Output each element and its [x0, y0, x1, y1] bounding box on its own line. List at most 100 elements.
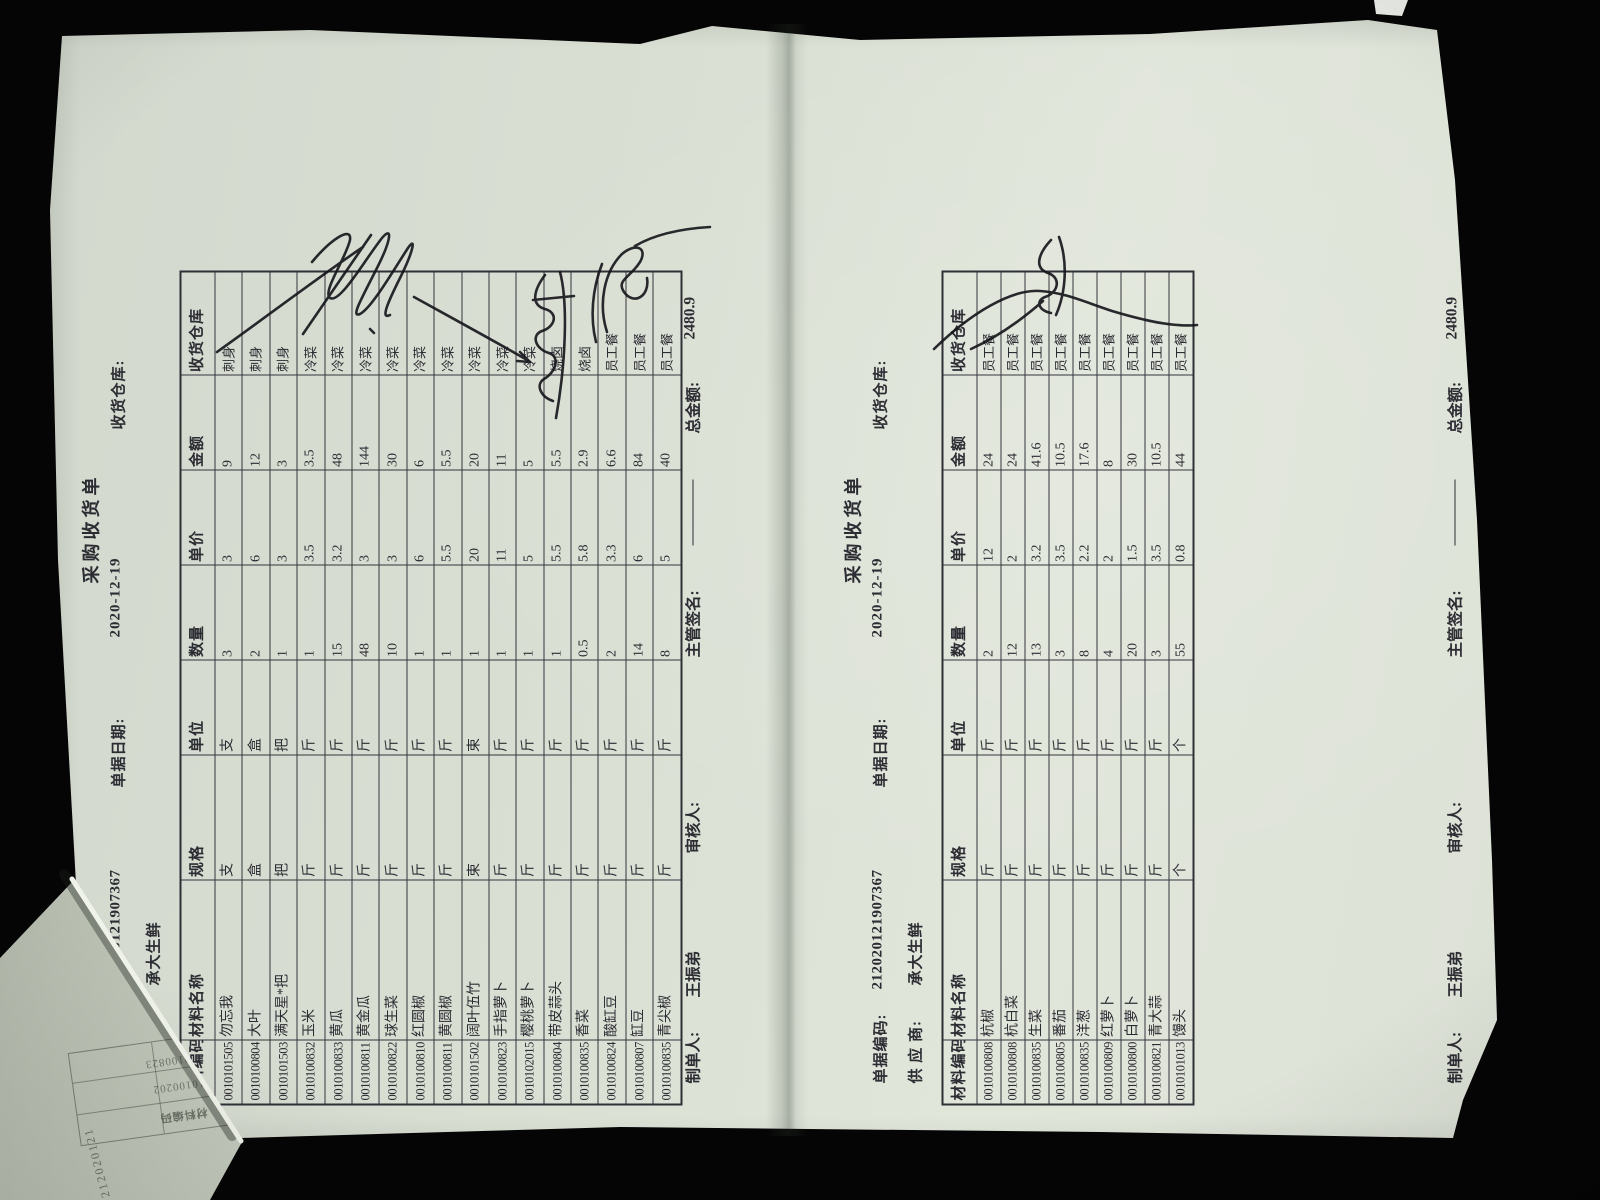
table-cell: 3: [214, 565, 242, 660]
table-cell: 0010100821: [1144, 1040, 1169, 1104]
table-row: 0010100804 大叶盒盒 2 6 12 刺身: [241, 271, 270, 1104]
table-cell: 斤: [976, 660, 1001, 755]
table-cell: 员工餐: [597, 271, 626, 375]
table-cell: 满天星*把: [269, 880, 297, 1040]
table-cell: 8: [652, 565, 681, 660]
table-cell: 员工餐: [1168, 271, 1193, 375]
table-cell: 个: [1168, 660, 1193, 755]
table-cell: 48: [351, 565, 379, 660]
table-cell: 0010100800: [1120, 1040, 1145, 1104]
column-header: 材料编码: [942, 1040, 977, 1104]
table-row: 0010100835 香菜斤斤 0.5 5.8 2.9 烧卤: [570, 271, 598, 1104]
table-cell: 13: [1024, 565, 1049, 660]
column-header: 单位: [180, 660, 215, 755]
header-row: 材料编码 材料名称 规格 单位 数量 单价 金额 收货仓库: [180, 271, 215, 1104]
manager-signature-label: 主管签名:: [685, 589, 702, 657]
table-cell: 0010100808: [1000, 1040, 1025, 1104]
table-cell: 1: [406, 565, 434, 660]
table-cell: 5.8: [570, 470, 598, 565]
table-cell: 2: [976, 565, 1001, 660]
table-cell: 斤: [1144, 660, 1169, 755]
table-cell: 2: [1000, 470, 1025, 565]
table-cell: 6.6: [597, 375, 626, 470]
table-cell: 0010101503: [269, 1040, 297, 1104]
table-cell: 0010100805: [1048, 1040, 1073, 1104]
manager-signature-label: 主管签名:: [1447, 589, 1464, 657]
table-cell: 1: [461, 565, 489, 660]
table-cell: 带皮蒜头: [543, 880, 571, 1040]
table-cell: 5.5: [543, 470, 571, 565]
column-header: 数量: [180, 565, 215, 660]
table-cell: 盒: [241, 660, 270, 755]
table-cell: 员工餐: [1072, 271, 1097, 375]
table-cell: 黄圆椒: [433, 880, 462, 1040]
table-cell: 冷菜: [378, 271, 407, 375]
supplier-value: 承大生鲜: [146, 920, 162, 985]
table-cell: 0010100811: [351, 1040, 379, 1104]
table-row: 0010101505 勿忘我支支 3 3 9 刺身: [214, 271, 242, 1104]
column-header: 规格: [942, 755, 977, 880]
column-header: 数量: [942, 565, 977, 660]
table-cell: 0010101013: [1168, 1040, 1193, 1104]
table-cell: 24: [1000, 375, 1025, 470]
table-cell: 番茄: [1048, 880, 1073, 1040]
table-cell: 青大蒜: [1144, 880, 1169, 1040]
table-cell: 斤: [1072, 660, 1097, 755]
column-header: 单价: [942, 470, 977, 565]
warehouse-field-label: 收货仓库:: [873, 359, 889, 429]
table-cell: 员工餐: [652, 271, 681, 375]
table-cell: 斤: [351, 660, 379, 755]
doc-title: 采购收货单: [81, 473, 101, 583]
table-cell: 冷菜: [351, 271, 379, 375]
table-cell: 0010100824: [597, 1040, 626, 1104]
table-cell: 6: [241, 470, 270, 565]
table-cell: 樱桃萝卜: [515, 880, 544, 1040]
table-cell: 冷菜: [324, 271, 352, 375]
supplier-label: 供 应 商:: [908, 1019, 924, 1084]
table-row: 0010101502 阔叶伍竹束束 1 20 20 冷菜: [461, 271, 489, 1104]
column-header: 材料名称: [942, 880, 977, 1040]
table-cell: 斤: [378, 660, 407, 755]
table-cell: 3.5: [296, 375, 325, 470]
table-cell: 0010100833: [324, 1040, 352, 1104]
table-cell: 20: [461, 375, 489, 470]
table-cell: 1: [433, 565, 462, 660]
table-cell: 员工餐: [976, 271, 1001, 375]
table-cell: 斤: [543, 660, 571, 755]
table-row: 0010100811 黄金瓜斤斤 48 3 144 冷菜: [351, 271, 379, 1104]
table-cell: 0010100835: [570, 1040, 598, 1104]
table-cell: 黄金瓜: [351, 880, 379, 1040]
table-cell: 3.5: [296, 470, 325, 565]
table-cell: 5: [515, 375, 544, 470]
table-cell: 3.2: [1024, 470, 1049, 565]
table-cell: 员工餐: [1144, 271, 1169, 375]
table-cell: 斤: [296, 660, 325, 755]
table-row: 0010100822 球生菜斤斤 10 3 30 冷菜: [378, 271, 407, 1104]
table-cell: 12: [1000, 565, 1025, 660]
table-cell: 斤: [406, 660, 434, 755]
table-cell: 支: [214, 755, 242, 880]
table-cell: 冷菜: [461, 271, 489, 375]
table-cell: 0010100832: [296, 1040, 325, 1104]
table-row: 0010100833 黄瓜斤斤 15 3.2 48 冷菜: [324, 271, 352, 1104]
receipt-right: 采购收货单 单据编码: 212020121907367 单据日期: 2020-1…: [843, 90, 1472, 1105]
table-cell: 2: [241, 565, 270, 660]
table-cell: 香菜: [570, 880, 598, 1040]
table-cell: 斤: [515, 755, 544, 880]
table-cell: 5.5: [433, 470, 462, 565]
table-cell: 支: [214, 660, 242, 755]
table-cell: 30: [378, 375, 407, 470]
table-cell: 40: [652, 375, 681, 470]
table-cell: 5: [652, 470, 681, 565]
table-cell: 冷菜: [296, 271, 325, 375]
table-cell: 斤: [488, 755, 516, 880]
table-cell: 斤: [296, 755, 325, 880]
table-cell: 2.2: [1072, 470, 1097, 565]
table-cell: 0010100835: [1024, 1040, 1049, 1104]
table-cell: 缸豆: [625, 880, 653, 1040]
table-cell: 大叶: [241, 880, 270, 1040]
total-value: 2480.9: [1443, 296, 1460, 339]
total-label: 总金额:: [685, 381, 702, 433]
table-cell: 44: [1168, 375, 1193, 470]
table-cell: 6: [406, 375, 434, 470]
